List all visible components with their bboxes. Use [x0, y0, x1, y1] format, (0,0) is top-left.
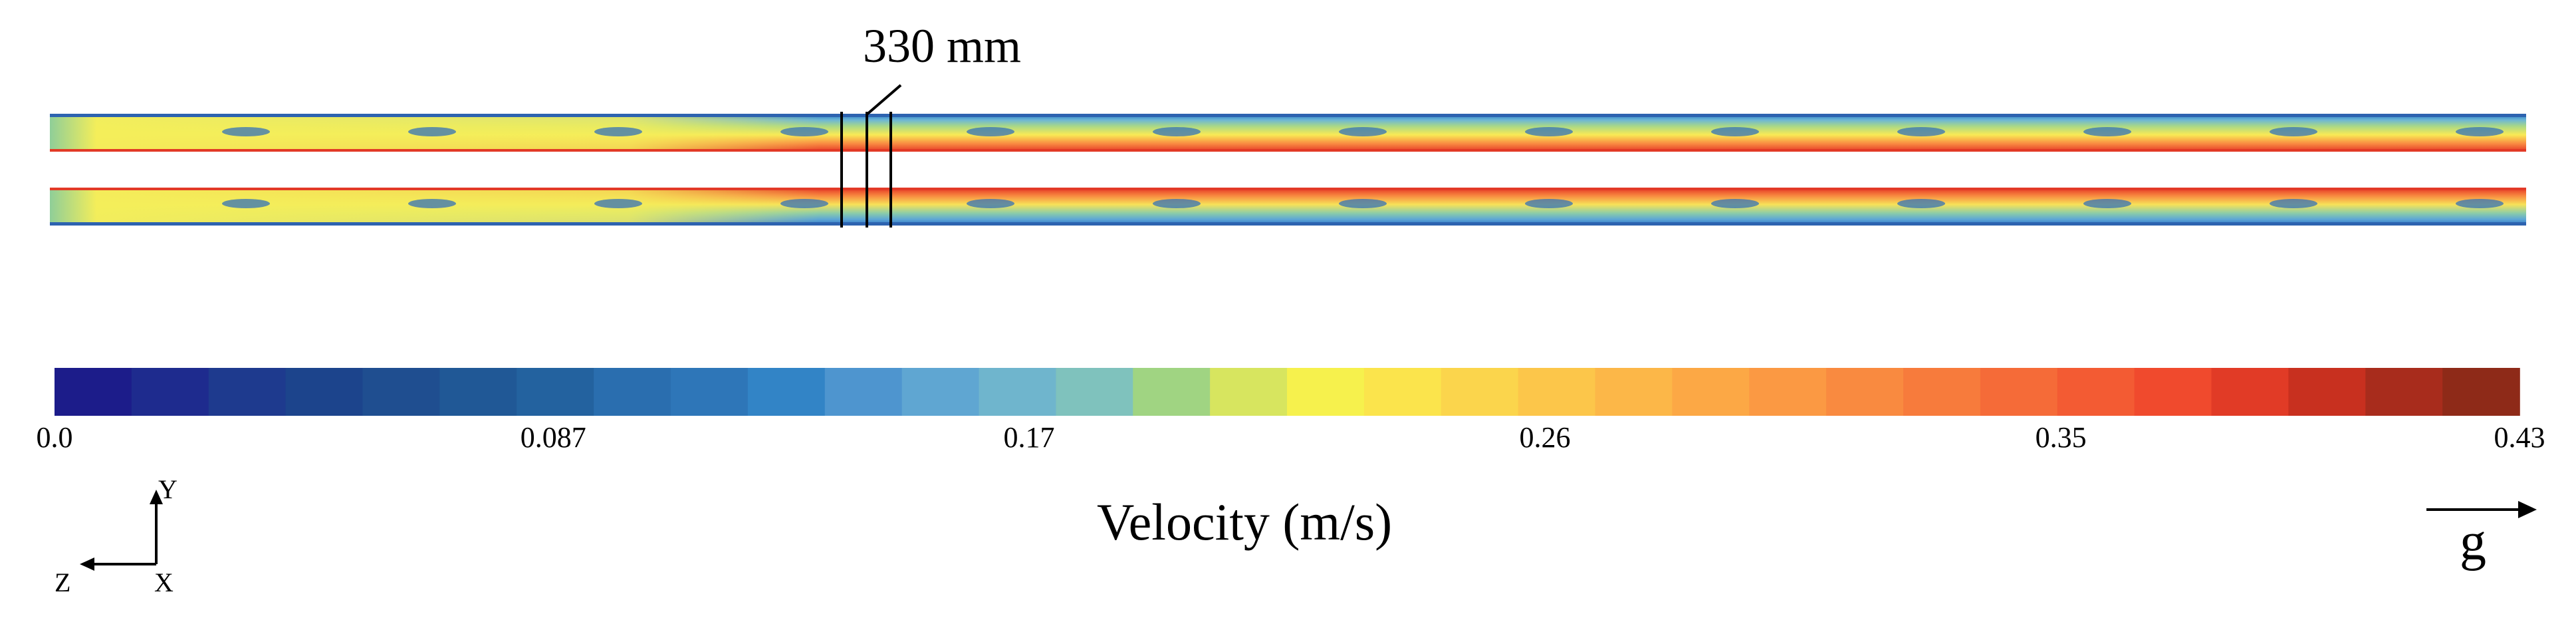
axes-glyph: [80, 490, 163, 571]
colorbar-swatch: [1749, 368, 1827, 416]
vortex-marker: [1339, 127, 1387, 136]
colorbar-swatch: [285, 368, 364, 416]
vortex-marker: [2083, 199, 2131, 208]
colorbar-swatch: [824, 368, 903, 416]
vortex-marker: [1525, 127, 1573, 136]
colorbar-swatch: [2134, 368, 2212, 416]
vortex-marker: [594, 127, 642, 136]
colorbar-swatch: [671, 368, 749, 416]
gravity-label: g: [2460, 513, 2486, 571]
lower-vortex-markers: [222, 199, 2504, 208]
y-axis-arrowhead: [150, 490, 163, 504]
vortex-marker: [408, 127, 456, 136]
colorbar-tick-label: 0.43: [2494, 421, 2545, 454]
colorbar-swatch: [1056, 368, 1134, 416]
vortex-marker: [2083, 127, 2131, 136]
vortex-marker: [2456, 127, 2504, 136]
colorbar-swatch: [208, 368, 287, 416]
annotation-leader: [866, 84, 902, 116]
colorbar-swatch: [1210, 368, 1288, 416]
colorbar-tick-label: 0.087: [520, 421, 586, 454]
section-annotation: 330 mm: [863, 19, 1022, 73]
colorbar-title: Velocity (m/s): [1097, 493, 1393, 551]
colorbar-swatch: [1595, 368, 1673, 416]
colorbar-swatch: [1287, 368, 1365, 416]
colorbar-tick-label: 0.17: [1003, 421, 1055, 454]
colorbar-swatch: [2211, 368, 2289, 416]
axis-z-label: Z: [55, 567, 71, 597]
vortex-marker: [408, 199, 456, 208]
colorbar-swatch: [1980, 368, 2058, 416]
vortex-marker: [1153, 199, 1201, 208]
vortex-marker: [222, 127, 270, 136]
colorbar-swatch: [1903, 368, 1981, 416]
colorbar-swatch: [55, 368, 132, 416]
vortex-marker: [2270, 127, 2317, 136]
colorbar-swatch: [979, 368, 1057, 416]
colorbar-swatch: [439, 368, 518, 416]
vortex-marker: [594, 199, 642, 208]
colorbar-swatch: [2057, 368, 2135, 416]
vortex-marker: [2456, 199, 2504, 208]
colorbar-swatch: [1518, 368, 1596, 416]
colorbar-swatch: [1441, 368, 1519, 416]
vortex-marker: [780, 199, 828, 208]
colorbar-swatch: [1363, 368, 1442, 416]
vortex-marker: [1897, 199, 1945, 208]
vortex-marker: [2270, 199, 2317, 208]
colorbar-swatch: [1826, 368, 1904, 416]
colorbar-swatch: [2442, 368, 2520, 416]
vortex-marker: [967, 199, 1014, 208]
colorbar-swatch: [747, 368, 826, 416]
colorbar-swatch: [1672, 368, 1750, 416]
colorbar: [55, 368, 2520, 416]
vortex-marker: [1711, 127, 1759, 136]
colorbar-tick-label: 0.35: [2035, 421, 2087, 454]
upper-channel: [50, 114, 2526, 152]
vortex-marker: [780, 127, 828, 136]
vortex-marker: [1153, 127, 1201, 136]
z-axis-arrowhead: [80, 557, 94, 571]
colorbar-swatch: [131, 368, 209, 416]
colorbar-swatch: [594, 368, 671, 416]
vortex-marker: [1525, 199, 1573, 208]
colorbar-tick-label: 0.0: [36, 421, 73, 454]
colorbar-swatch: [901, 368, 980, 416]
section-lines: [840, 84, 902, 228]
axis-x-label: X: [154, 567, 174, 597]
vortex-marker: [967, 127, 1014, 136]
vortex-marker: [1897, 127, 1945, 136]
colorbar-swatch: [517, 368, 594, 416]
vortex-marker: [222, 199, 270, 208]
colorbar-swatch: [2365, 368, 2443, 416]
vortex-marker: [1339, 199, 1387, 208]
axis-y-label: Y: [158, 474, 177, 504]
lower-channel: [50, 188, 2526, 226]
colorbar-swatch: [362, 368, 441, 416]
upper-vortex-markers: [222, 127, 2504, 136]
colorbar-swatch: [1133, 368, 1211, 416]
colorbar-swatch: [2288, 368, 2367, 416]
gravity-arrow: [2426, 501, 2537, 518]
vortex-marker: [1711, 199, 1759, 208]
colorbar-tick-label: 0.26: [1519, 421, 1571, 454]
